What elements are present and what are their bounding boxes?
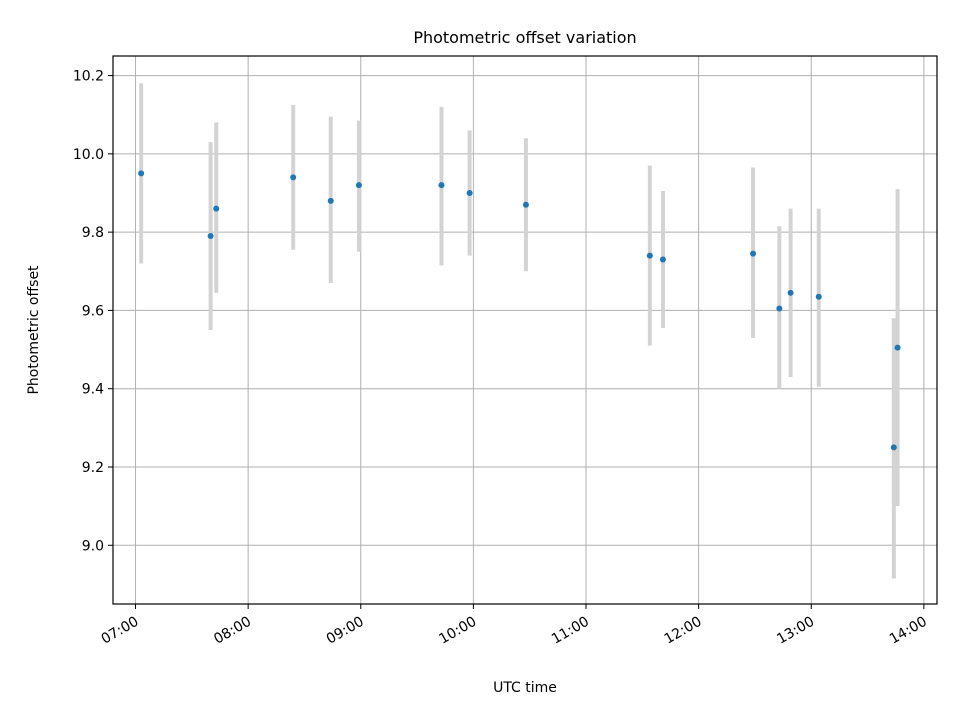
chart-title: Photometric offset variation [413,28,636,47]
x-tick-label: 14:00 [887,614,930,648]
data-point [213,205,220,212]
data-point [890,444,897,451]
data-point [290,174,297,181]
data-point [787,289,794,296]
y-tick-label: 10.2 [73,69,104,85]
y-axis-ticks: 9.0 9.2 9.4 9.6 9.8 10.0 10.2 [73,69,113,554]
data-point [355,182,362,189]
data-point [466,190,473,196]
y-tick-label: 9.8 [82,225,104,241]
data-point [522,201,529,208]
x-tick-label: 12:00 [662,614,705,648]
x-tick-label: 07:00 [99,614,142,648]
y-tick-label: 9.4 [82,382,104,398]
x-axis-label: UTC time [493,680,557,696]
data-point [138,170,145,177]
data-point [894,344,901,351]
data-points [138,170,901,451]
data-point [327,197,334,204]
x-tick-label: 09:00 [324,614,367,648]
x-tick-label: 13:00 [774,614,817,648]
y-tick-label: 9.0 [82,538,104,554]
data-point [438,182,445,189]
data-point [815,293,822,300]
data-point [776,305,783,312]
x-tick-label: 10:00 [436,614,479,648]
y-axis-label: Photometric offset [26,265,42,395]
y-tick-label: 9.2 [82,460,104,476]
x-tick-label: 08:00 [211,614,254,648]
plot-frame [112,55,938,605]
error-bars [139,83,900,579]
y-tick-label: 10.0 [73,147,104,163]
data-point [659,256,666,263]
data-point [750,250,757,257]
y-tick-label: 9.6 [82,303,104,319]
x-tick-label: 11:00 [549,614,592,648]
data-point [207,233,214,240]
data-point [646,252,653,259]
x-axis-ticks: 07:00 08:00 09:00 10:00 11:00 12:00 13:00 14:00 [99,604,930,648]
